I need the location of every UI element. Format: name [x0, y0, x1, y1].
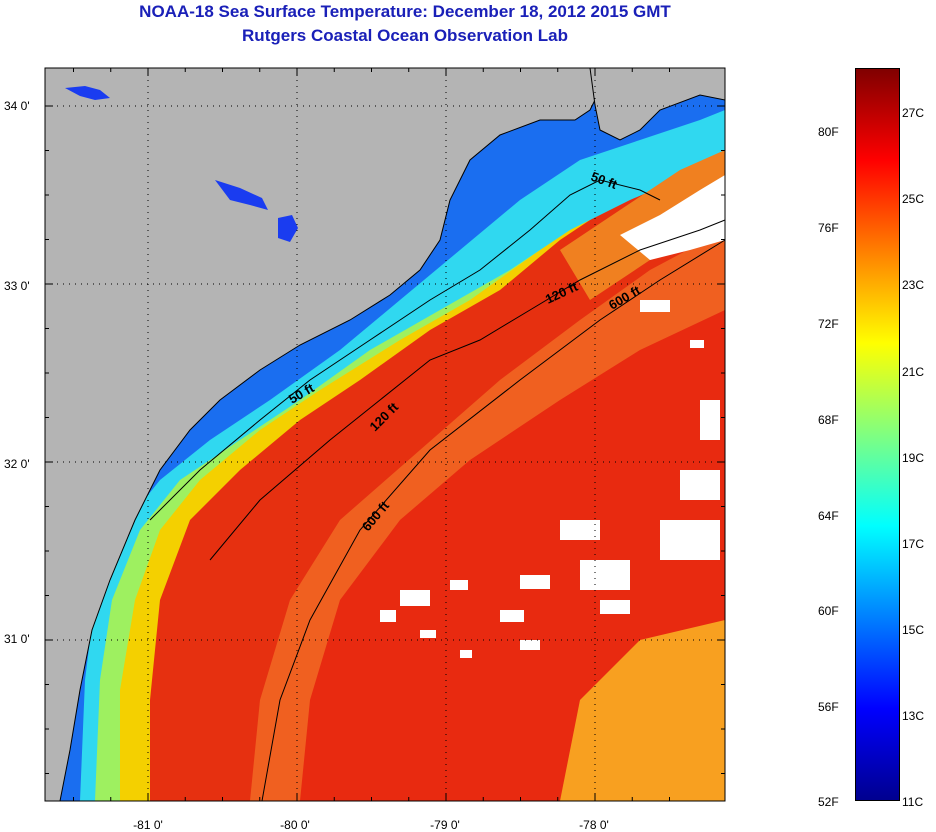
- colorbar-c-label: 27C: [902, 106, 924, 120]
- colorbar-c-label: 17C: [902, 537, 924, 551]
- lon-label-79: -79 0': [430, 818, 460, 832]
- colorbar-c-label: 19C: [902, 451, 924, 465]
- colorbar-c-label: 13C: [902, 709, 924, 723]
- colorbar-f-label: 52F: [818, 795, 839, 809]
- colorbar-c-label: 23C: [902, 278, 924, 292]
- lat-label-34: 34 0': [4, 99, 30, 113]
- colorbar-f-label: 76F: [818, 221, 839, 235]
- lon-label-80: -80 0': [280, 818, 310, 832]
- lat-label-32: 32 0': [4, 457, 30, 471]
- lon-label-81: -81 0': [133, 818, 163, 832]
- colorbar-c-label: 11C: [902, 795, 923, 809]
- lat-label-31: 31 0': [4, 632, 30, 646]
- colorbar-f-label: 80F: [818, 125, 839, 139]
- lat-label-33: 33 0': [4, 279, 30, 293]
- colorbar-c-label: 15C: [902, 623, 924, 637]
- temperature-colorbar: [855, 68, 900, 801]
- colorbar-c-label: 25C: [902, 192, 924, 206]
- colorbar-f-label: 60F: [818, 604, 839, 618]
- sst-map: 50 ft 50 ft 120 ft 120 ft 600 ft 600 ft: [0, 0, 936, 832]
- colorbar-c-label: 21C: [902, 365, 924, 379]
- colorbar-f-label: 72F: [818, 317, 839, 331]
- colorbar-f-label: 56F: [818, 700, 839, 714]
- colorbar-f-label: 64F: [818, 509, 839, 523]
- lon-label-78: -78 0': [579, 818, 609, 832]
- colorbar-f-label: 68F: [818, 413, 839, 427]
